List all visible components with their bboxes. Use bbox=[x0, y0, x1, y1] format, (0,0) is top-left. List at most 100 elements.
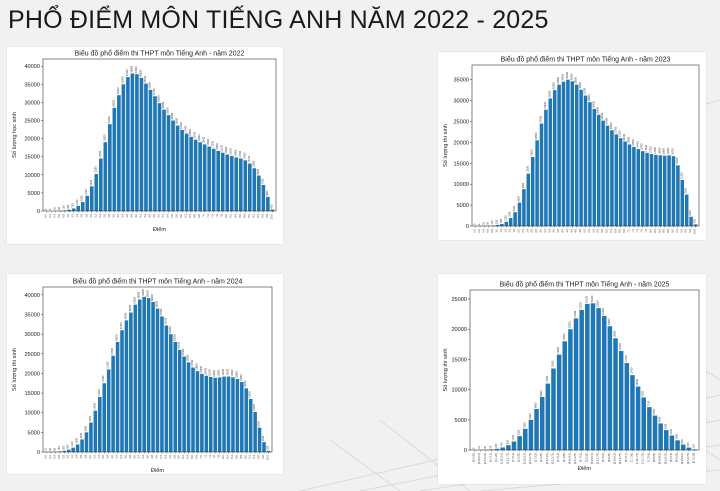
bar bbox=[71, 208, 76, 211]
x-tick-label: [1,1.25) bbox=[494, 453, 498, 462]
bar bbox=[667, 155, 671, 226]
bar bbox=[85, 195, 90, 211]
bar bbox=[162, 109, 166, 211]
bar-data-label: 2500 bbox=[81, 195, 84, 201]
x-tick-label: 8.2 bbox=[226, 454, 230, 458]
bar-data-label: 8800 bbox=[522, 182, 525, 188]
x-tick-label: 1.2 bbox=[70, 454, 74, 458]
bar bbox=[139, 77, 144, 211]
x-tick-label: 8.4 bbox=[233, 213, 237, 217]
bar-data-label: 400 bbox=[693, 219, 696, 224]
bar-data-label: 26600 bbox=[597, 106, 600, 113]
x-tick-label: [7.75,8) bbox=[646, 453, 650, 462]
bar bbox=[243, 160, 248, 211]
x-tick-label: [6.75,7) bbox=[624, 453, 628, 462]
bar bbox=[133, 304, 138, 452]
y-tick-label: 40000 bbox=[24, 293, 40, 299]
bar-data-label: 22200 bbox=[602, 308, 605, 315]
bar-data-label: 19000 bbox=[103, 134, 106, 141]
x-tick-label: 3.4 bbox=[120, 213, 124, 217]
bar bbox=[596, 114, 601, 226]
bar-data-label: 13500 bbox=[249, 391, 252, 398]
bar-data-label: 28000 bbox=[162, 101, 165, 108]
bar-data-label: 15 bbox=[478, 446, 481, 449]
bar-data-label: 13500 bbox=[551, 360, 554, 367]
bar bbox=[124, 320, 129, 452]
bar bbox=[261, 184, 266, 211]
bar bbox=[225, 154, 230, 211]
x-tick-label: 7.0 bbox=[202, 213, 206, 217]
y-axis-label: Số lượng thí sinh bbox=[12, 348, 18, 391]
bar bbox=[613, 338, 618, 450]
bar-data-label: 37800 bbox=[135, 66, 138, 73]
bar bbox=[513, 212, 517, 226]
bar bbox=[647, 407, 652, 450]
bar-data-label: 26500 bbox=[167, 107, 170, 114]
bar bbox=[235, 378, 240, 452]
x-tick-label: 0.8 bbox=[61, 454, 65, 458]
bar bbox=[534, 408, 539, 450]
bar bbox=[568, 329, 573, 450]
x-tick-label: 3.0 bbox=[111, 213, 115, 217]
bar-data-label: 17200 bbox=[212, 140, 215, 147]
bar bbox=[270, 209, 275, 211]
x-tick-label: [5.75,6) bbox=[601, 453, 605, 462]
bar bbox=[494, 448, 500, 450]
bar bbox=[200, 373, 204, 452]
bar bbox=[62, 450, 67, 452]
bar bbox=[562, 341, 568, 450]
x-tick-label: 7.6 bbox=[640, 228, 644, 232]
x-tick-label: 3.6 bbox=[125, 213, 129, 217]
bar-data-label: 300 bbox=[62, 445, 65, 450]
x-tick-label: 9.8 bbox=[261, 454, 265, 458]
bar bbox=[106, 369, 111, 452]
bar-data-label: 7200 bbox=[261, 178, 264, 184]
bar bbox=[229, 155, 234, 211]
bar bbox=[142, 296, 146, 452]
x-tick-label: [5,5.25) bbox=[584, 453, 588, 462]
x-tick-label: 2.4 bbox=[97, 454, 101, 458]
bar-data-label: 8800 bbox=[540, 390, 543, 396]
y-tick-label: 5000 bbox=[455, 418, 467, 424]
bar bbox=[601, 120, 605, 226]
x-tick-label: 2.4 bbox=[98, 213, 102, 217]
bar bbox=[551, 368, 556, 450]
x-tick-label: 1.8 bbox=[83, 454, 87, 458]
bar-data-label: 25200 bbox=[601, 112, 604, 119]
x-tick-label: 6.8 bbox=[194, 454, 198, 458]
bar-data-label: 12500 bbox=[526, 165, 529, 172]
bar bbox=[579, 89, 583, 226]
x-tick-label: [4.25,4.5) bbox=[567, 453, 571, 464]
bar bbox=[500, 447, 505, 450]
x-tick-label: [2.5,2.75) bbox=[528, 453, 532, 464]
x-tick-label: 7.8 bbox=[217, 454, 221, 458]
bar bbox=[545, 383, 551, 450]
chart-panel-2022: Biểu đồ phổ điểm thi THPT môn Tiếng Anh … bbox=[7, 47, 283, 244]
bar bbox=[601, 315, 607, 450]
x-tick-label: 10.0 bbox=[269, 213, 273, 219]
bar bbox=[66, 449, 71, 452]
y-tick-label: 30000 bbox=[24, 332, 40, 338]
bar-data-label: 10500 bbox=[636, 378, 639, 385]
bar-data-label: 16700 bbox=[671, 148, 674, 155]
bar bbox=[182, 356, 186, 452]
bar-data-label: 17800 bbox=[240, 374, 243, 381]
bar bbox=[686, 447, 692, 450]
chart-title: Biểu đồ phổ điểm thi THPT môn Tiếng Anh … bbox=[73, 277, 243, 286]
bar bbox=[217, 377, 222, 452]
x-tick-label: 6.2 bbox=[181, 454, 185, 458]
bar-data-label: 24300 bbox=[182, 348, 185, 355]
bar-data-label: 19200 bbox=[227, 368, 230, 375]
bar bbox=[146, 298, 151, 452]
chart-panel-2023: Biểu đồ phổ điểm thi THPT môn Tiếng Anh … bbox=[438, 52, 706, 240]
bar-data-label: 20500 bbox=[189, 128, 192, 135]
x-tick-label: 2.8 bbox=[107, 213, 111, 217]
chart-panel-2024: Biểu đồ phổ điểm thi THPT môn Tiếng Anh … bbox=[7, 274, 283, 474]
bar-data-label: 5700 bbox=[653, 409, 656, 415]
bar bbox=[583, 95, 588, 226]
x-tick-label: [0.75,1) bbox=[488, 453, 492, 462]
bar bbox=[640, 151, 645, 226]
bar bbox=[508, 218, 513, 226]
x-tick-label: 0.4 bbox=[52, 454, 56, 458]
x-tick-label: 3.4 bbox=[547, 228, 551, 232]
